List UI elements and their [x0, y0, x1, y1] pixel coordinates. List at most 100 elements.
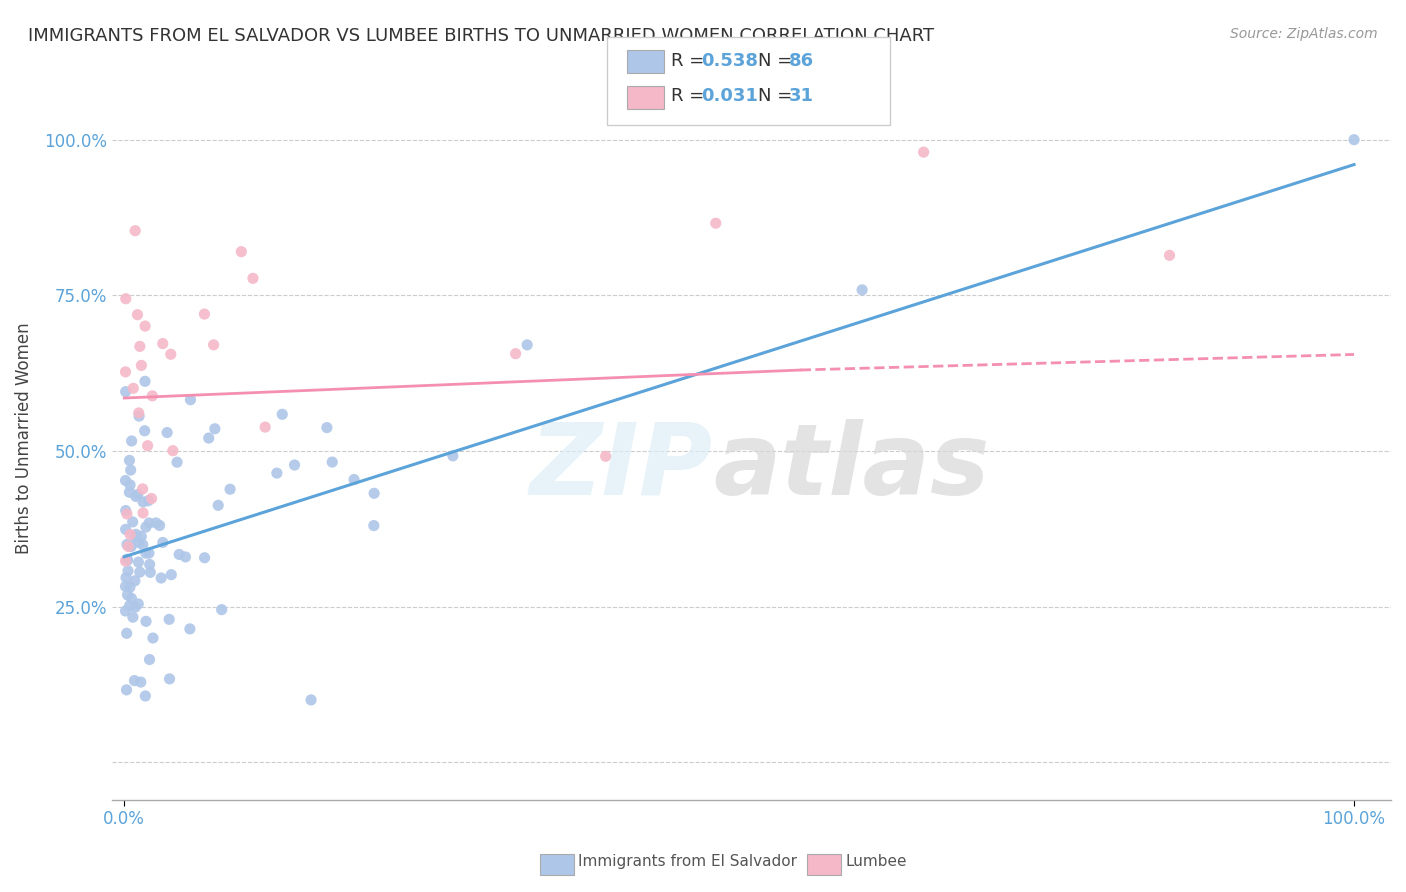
Point [159, 672, 181, 686]
Point [142, 631, 165, 645]
Point [179, 622, 201, 636]
Point [174, 549, 197, 564]
Point [138, 652, 160, 666]
Point [114, 522, 136, 536]
Point [149, 518, 172, 533]
Point [134, 424, 156, 438]
Text: N =: N = [758, 87, 797, 105]
Point [152, 336, 174, 351]
Point [271, 407, 294, 421]
Point [124, 673, 146, 688]
Point [124, 224, 146, 238]
Point [132, 495, 155, 509]
Point [128, 409, 150, 423]
Text: R =: R = [671, 52, 710, 70]
Point [138, 516, 160, 530]
Point [254, 420, 277, 434]
Text: Source: ZipAtlas.com: Source: ZipAtlas.com [1230, 27, 1378, 41]
Point [135, 520, 157, 534]
Point [135, 615, 157, 629]
Point [211, 602, 233, 616]
Point [316, 420, 339, 434]
Point [204, 422, 226, 436]
Point [115, 507, 138, 521]
Point [167, 548, 190, 562]
Point [505, 346, 527, 360]
Point [122, 610, 145, 624]
Point [851, 283, 873, 297]
Point [128, 565, 150, 579]
Point [121, 515, 143, 529]
Point [912, 145, 935, 160]
Point [242, 271, 264, 285]
Point [145, 516, 167, 530]
Point [118, 485, 141, 500]
Text: 0.031: 0.031 [702, 87, 758, 105]
Point [124, 574, 146, 588]
Point [115, 682, 138, 697]
Point [127, 555, 149, 569]
Point [166, 455, 188, 469]
Point [141, 389, 163, 403]
Point [120, 478, 142, 492]
Point [363, 486, 385, 500]
Point [179, 392, 201, 407]
Point [516, 338, 538, 352]
Point [193, 307, 215, 321]
Point [138, 493, 160, 508]
Point [283, 458, 305, 472]
Point [160, 567, 183, 582]
Point [363, 518, 385, 533]
Point [595, 450, 617, 464]
Point [120, 527, 142, 541]
Point [150, 571, 173, 585]
Point [129, 675, 152, 690]
Point [132, 538, 155, 552]
Point [132, 506, 155, 520]
Point [343, 473, 366, 487]
Point [231, 244, 253, 259]
Point [115, 537, 138, 551]
Point [441, 449, 464, 463]
Point [114, 503, 136, 517]
Point [125, 527, 148, 541]
Point [114, 579, 136, 593]
Point [114, 292, 136, 306]
Point [138, 558, 160, 572]
Point [266, 466, 288, 480]
Text: atlas: atlas [713, 419, 990, 516]
Point [134, 689, 156, 703]
Point [117, 553, 139, 567]
Text: Immigrants from El Salvador: Immigrants from El Salvador [578, 855, 797, 869]
Point [114, 384, 136, 399]
Point [193, 550, 215, 565]
Point [127, 308, 149, 322]
Point [118, 453, 141, 467]
Point [115, 552, 138, 566]
Point [219, 482, 242, 496]
Point [1159, 248, 1181, 262]
Point [207, 498, 229, 512]
Point [202, 338, 225, 352]
Point [138, 546, 160, 560]
Point [121, 434, 143, 448]
Point [127, 487, 149, 501]
Text: IMMIGRANTS FROM EL SALVADOR VS LUMBEE BIRTHS TO UNMARRIED WOMEN CORRELATION CHAR: IMMIGRANTS FROM EL SALVADOR VS LUMBEE BI… [28, 27, 934, 45]
Point [139, 566, 162, 580]
Point [128, 535, 150, 549]
Point [131, 359, 153, 373]
Point [117, 588, 139, 602]
Point [124, 530, 146, 544]
Point [115, 626, 138, 640]
Text: ZIP: ZIP [530, 419, 713, 516]
Point [128, 339, 150, 353]
Point [1343, 133, 1365, 147]
Point [118, 580, 141, 594]
Point [136, 439, 159, 453]
Text: 31: 31 [789, 87, 814, 105]
Point [135, 546, 157, 560]
Point [114, 554, 136, 568]
Point [120, 463, 142, 477]
Point [120, 591, 142, 606]
Text: Lumbee: Lumbee [845, 855, 907, 869]
